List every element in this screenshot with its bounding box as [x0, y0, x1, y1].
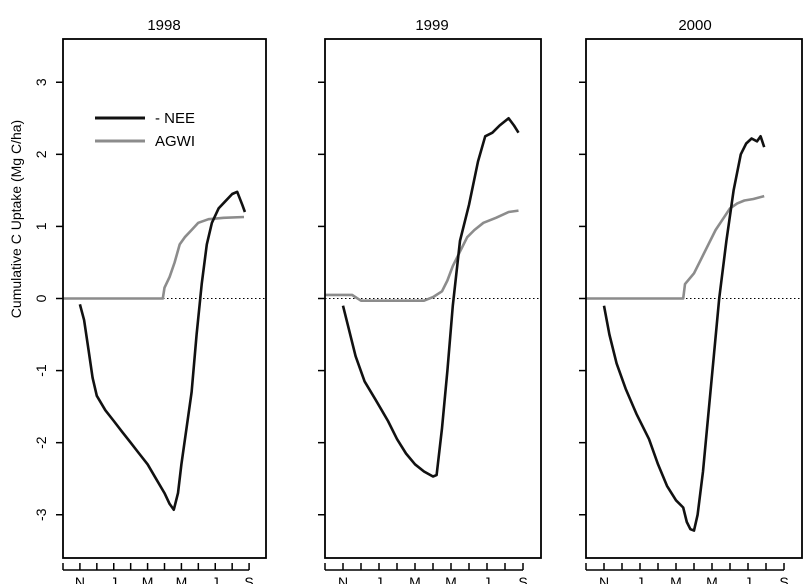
panel-title: 1999 — [415, 17, 448, 34]
y-tick-label: 2 — [33, 150, 49, 158]
panel-1999: 1999 N J M M J S — [318, 17, 542, 584]
x-tick-label: J — [376, 574, 383, 584]
panel-title: 2000 — [678, 17, 711, 34]
series-line-nee — [602, 135, 766, 532]
legend-label-agwi: AGWI — [155, 133, 195, 150]
x-tick-label: N — [599, 574, 609, 584]
x-tick-label: J — [637, 574, 644, 584]
y-axis — [579, 81, 586, 516]
y-tick-label: 1 — [33, 222, 49, 230]
x-tick-label: S — [518, 574, 527, 584]
x-tick-label: J — [745, 574, 752, 584]
y-tick-label: -1 — [33, 364, 49, 377]
panel-title: 1998 — [147, 17, 180, 34]
x-tick-label: J — [110, 574, 117, 584]
y-axis-label: Cumulative C Uptake (Mg C/ha) — [8, 120, 24, 318]
y-tick-label: 0 — [33, 294, 49, 302]
x-tick-label: M — [409, 574, 421, 584]
series-layer — [586, 135, 766, 532]
legend: - NEE AGWI — [95, 110, 195, 150]
y-axis: -3 -2 -1 0 1 2 3 — [33, 78, 63, 521]
y-tick-label: -3 — [33, 508, 49, 521]
series-line-nee — [341, 117, 520, 478]
series-layer — [63, 190, 247, 511]
panel-2000: 2000 N J M M J S — [579, 17, 803, 584]
y-tick-label: -2 — [33, 436, 49, 449]
series-layer — [325, 117, 520, 478]
x-tick-label: M — [670, 574, 682, 584]
x-tick-label: S — [779, 574, 788, 584]
x-tick-label: M — [142, 574, 154, 584]
x-tick-label: M — [176, 574, 188, 584]
series-line-agwi — [325, 209, 519, 302]
panel-1998: 1998 -3 -2 -1 0 1 2 3 N J M M J S - NEE AGWI — [33, 17, 267, 584]
series-line-nee — [78, 190, 247, 511]
x-tick-label: M — [706, 574, 718, 584]
series-line-agwi — [586, 194, 765, 300]
x-tick-label: N — [338, 574, 348, 584]
y-axis — [318, 81, 325, 516]
x-tick-label: J — [212, 574, 219, 584]
y-tick-label: 3 — [33, 78, 49, 86]
x-tick-label: S — [244, 574, 253, 584]
x-tick-label: N — [75, 574, 85, 584]
x-tick-label: J — [484, 574, 491, 584]
series-line-agwi — [63, 215, 245, 300]
x-tick-label: M — [445, 574, 457, 584]
legend-label-nee: - NEE — [155, 110, 195, 127]
